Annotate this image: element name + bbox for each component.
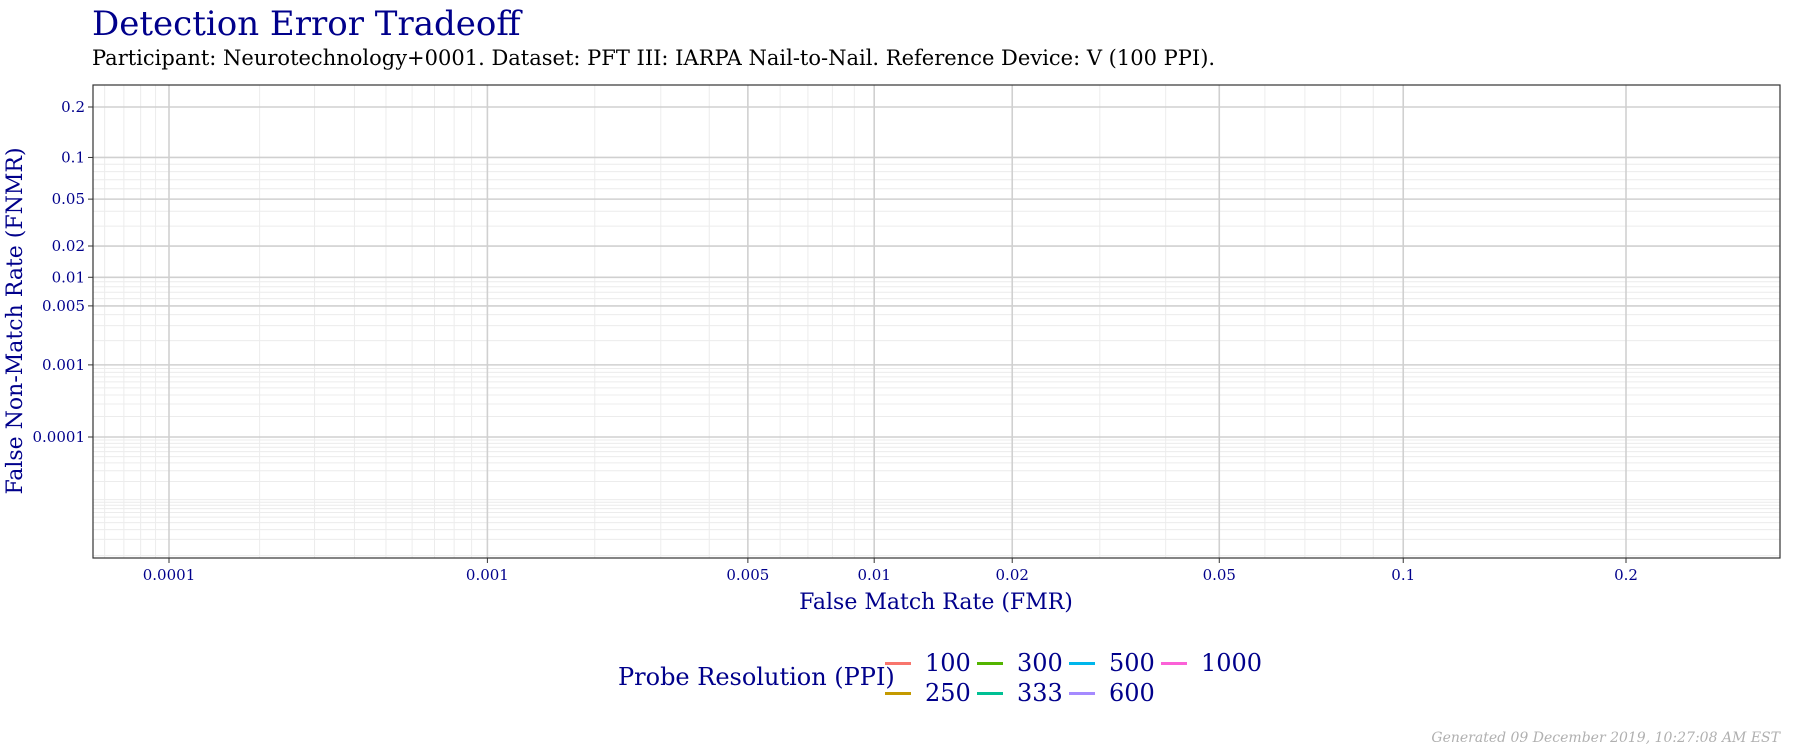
- y-tick-label: 0.0001: [33, 428, 86, 446]
- legend-item-333: 333: [977, 679, 1063, 707]
- x-tick-label: 0.2: [1614, 566, 1638, 584]
- chart-subtitle: Participant: Neurotechnology+0001. Datas…: [92, 46, 1216, 70]
- legend-item-500: 500: [1069, 649, 1155, 677]
- legend-label: 250: [925, 679, 971, 707]
- det-plot: 0.0001 0.001 0.005 0.01 0.02 0.05 0.1 0.2 0.000…: [3, 84, 1781, 615]
- x-tick-label: 0.02: [996, 566, 1029, 584]
- legend-key-line: [977, 691, 1003, 695]
- legend-key-line: [1069, 691, 1095, 695]
- x-tick-label: 0.1: [1391, 566, 1415, 584]
- major-grid: [93, 85, 1780, 558]
- legend-key-line: [885, 661, 911, 665]
- legend-key-line: [885, 691, 911, 695]
- legend: Probe Resolution (PPI) 100 250 300 333 500 60…: [0, 645, 1800, 715]
- y-tick-label: 0.02: [52, 237, 85, 255]
- legend-label: 1000: [1201, 649, 1263, 677]
- legend-label: 300: [1017, 649, 1063, 677]
- y-tick-label: 0.005: [42, 297, 85, 315]
- x-tick-label: 0.01: [857, 566, 890, 584]
- y-axis-label: False Non-Match Rate (FNMR): [3, 147, 28, 494]
- legend-item-1000: 1000: [1161, 649, 1262, 677]
- legend-item-300: 300: [977, 649, 1063, 677]
- legend-key-line: [1161, 661, 1187, 665]
- minor-grid: [93, 85, 1780, 558]
- legend-item-600: 600: [1069, 679, 1155, 707]
- legend-label: 600: [1109, 679, 1155, 707]
- legend-title: Probe Resolution (PPI): [618, 663, 895, 691]
- y-tick-label: 0.1: [61, 148, 85, 166]
- x-tick-label: 0.001: [466, 566, 509, 584]
- y-tick-label: 0.2: [61, 98, 85, 116]
- legend-key-line: [1069, 661, 1095, 665]
- generated-timestamp: Generated 09 December 2019, 10:27:08 AM …: [1431, 730, 1780, 746]
- plot-panel: [92, 84, 1781, 559]
- x-axis-ticks: 0.0001 0.001 0.005 0.01 0.02 0.05 0.1 0.2: [143, 558, 1638, 584]
- x-tick-label: 0.05: [1203, 566, 1236, 584]
- legend-key-line: [977, 661, 1003, 665]
- legend-label: 333: [1017, 679, 1063, 707]
- legend-item-250: 250: [885, 679, 971, 707]
- x-axis-label: False Match Rate (FMR): [799, 590, 1073, 615]
- y-tick-label: 0.01: [52, 268, 85, 286]
- y-tick-label: 0.05: [52, 190, 85, 208]
- x-tick-label: 0.005: [726, 566, 769, 584]
- chart-title: Detection Error Tradeoff: [92, 4, 521, 44]
- x-tick-label: 0.0001: [143, 566, 196, 584]
- y-axis-ticks: 0.0001 0.001 0.005 0.01 0.02 0.05 0.1 0.2: [33, 98, 93, 446]
- legend-label: 100: [925, 649, 971, 677]
- y-tick-label: 0.001: [42, 356, 85, 374]
- legend-label: 500: [1109, 649, 1155, 677]
- legend-item-100: 100: [885, 649, 971, 677]
